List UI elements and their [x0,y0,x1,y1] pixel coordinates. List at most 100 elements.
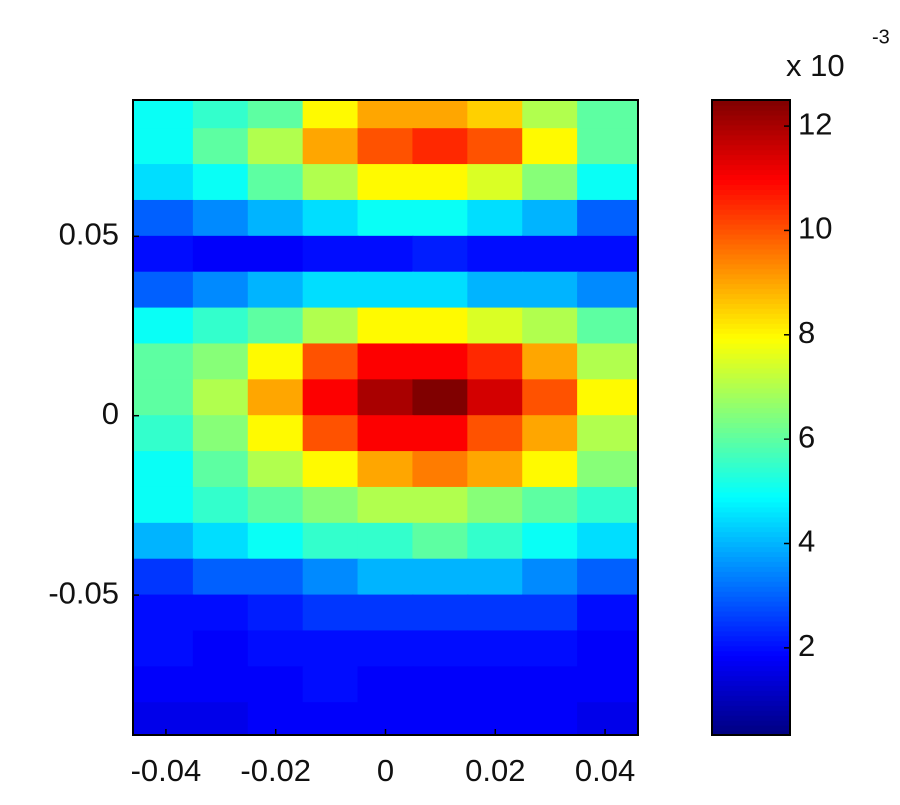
colorbar-segment [712,124,790,131]
heatmap-cell [577,343,638,381]
heatmap-cell [522,522,579,560]
heatmap-cell [192,486,249,524]
heatmap-cell [302,307,359,345]
heatmap-cell [467,199,524,237]
colorbar-segment [712,452,790,458]
heatmap-cell [357,100,414,130]
colorbar-tick-label: 12 [798,106,832,141]
colorbar-segment [712,526,790,533]
colorbar-segment [712,179,790,185]
colorbar-segment [712,467,790,473]
heatmap-cell [467,522,524,560]
heatmap-cell [357,199,414,237]
colorbar-segment [712,695,790,701]
heatmap-cell [133,307,194,345]
heatmap-cell [412,235,469,273]
colorbar-segment [712,298,790,304]
colorbar-segment [712,159,790,166]
heatmap-cell [577,271,638,309]
colorbar-segment [712,149,790,156]
heatmap-cell [357,522,414,560]
colorbar-segment [712,407,790,414]
heatmap-cell [357,271,414,309]
heatmap-cell [577,307,638,345]
heatmap-cell [247,343,304,381]
colorbar-segment [712,338,790,344]
colorbar-segment [712,700,790,706]
heatmap-cell [192,666,249,704]
heatmap-cell [133,100,194,130]
heatmap-cell [522,128,579,166]
heatmap-cell [302,415,359,453]
y-tick-label: 0.05 [59,217,119,252]
heatmap-cell [467,415,524,453]
heatmap-cell [357,486,414,524]
heatmap-cell [412,522,469,560]
colorbar-segment [712,209,790,215]
colorbar-segment [712,318,790,324]
heatmap-cell [412,630,469,668]
colorbar-segment [712,422,790,429]
heatmap-cell [133,271,194,309]
heatmap-cell [247,522,304,560]
heatmap-cell [192,271,249,309]
colorbar-segment [712,665,790,672]
colorbar-segment [712,367,790,374]
heatmap-cell [522,307,579,345]
heatmap-cell [302,702,359,735]
colorbar-segment [712,189,790,195]
colorbar-segment [712,174,790,180]
colorbar-segment [712,442,790,448]
heatmap-cell [577,235,638,273]
heatmap-cell [247,486,304,524]
colorbar-segment [712,645,790,652]
colorbar-tick-label: 6 [798,419,815,454]
heatmap-cell [357,128,414,166]
colorbar-segment [712,134,790,141]
heatmap-cell [577,164,638,201]
colorbar-segment [712,536,790,543]
heatmap-cell [522,199,579,237]
colorbar-segment [712,273,790,280]
heatmap-cell [247,451,304,488]
colorbar-segment [712,472,790,478]
colorbar-tick-label: 8 [798,315,815,350]
heatmap-cell [192,100,249,130]
heatmap-cell [577,666,638,704]
heatmap-cell [577,486,638,524]
colorbar-segment [712,357,790,364]
heatmap-cell [522,451,579,488]
heatmap-cell [522,594,579,632]
heatmap-cell [522,666,579,704]
heatmap-cell [577,415,638,453]
heatmap-cell [467,307,524,345]
colorbar-segment [712,397,790,404]
colorbar-segment [712,601,790,607]
heatmap-cell [133,343,194,381]
heatmap-cell [577,451,638,488]
heatmap [133,100,638,735]
colorbar-segment [712,685,790,691]
colorbar-segment [712,114,790,121]
heatmap-cell [247,100,304,130]
heatmap-cell [577,100,638,130]
heatmap-cell [467,271,524,309]
colorbar-segment [712,462,790,468]
heatmap-cell [357,379,414,417]
colorbar-segment [712,486,790,493]
colorbar-segment [712,214,790,220]
heatmap-cell [133,415,194,453]
heatmap-cell [357,164,414,201]
colorbar-segment [712,382,790,389]
heatmap-cell [467,343,524,381]
heatmap-cell [302,666,359,704]
heatmap-cell [577,594,638,632]
heatmap-cell [192,164,249,201]
heatmap-cell [412,271,469,309]
colorbar-segment [712,511,790,518]
colorbar-segment [712,521,790,528]
colorbar-segment [712,496,790,503]
colorbar-segment [712,615,790,622]
colorbar-segment [712,313,790,319]
